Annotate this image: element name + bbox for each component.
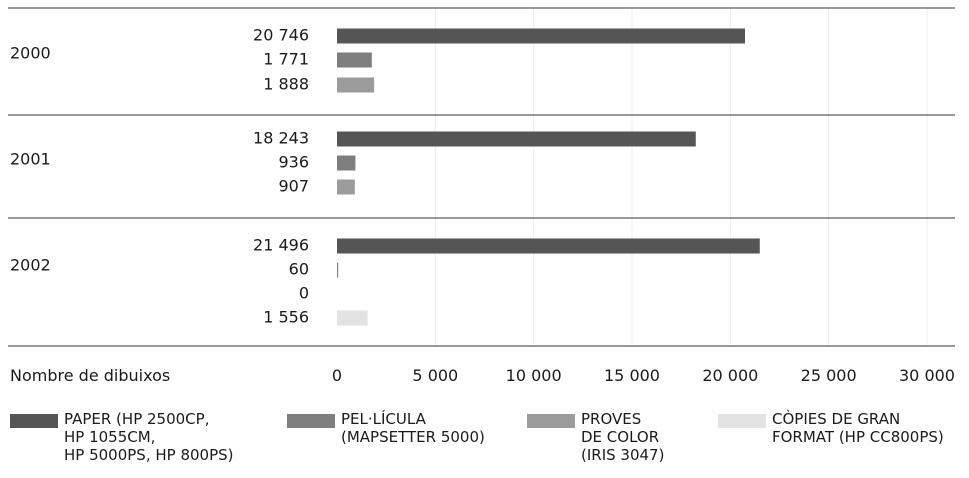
value-label-2000-s2: 1 888 — [263, 75, 309, 94]
legend-label-paper: PAPER (HP 2500CP, HP 1055CM, HP 5000PS, … — [64, 410, 234, 464]
value-label-2002-s0: 21 496 — [253, 236, 309, 255]
labels: 2000 20 746 1 771 1 888 2001 18 243 936 907 2002… — [10, 26, 309, 327]
value-label-2001-s0: 18 243 — [253, 129, 309, 148]
x-tick-label-0: 0 — [332, 366, 342, 385]
bar-2000-s0 — [337, 28, 746, 44]
group-separators — [8, 7, 955, 347]
value-label-2002-s2: 0 — [299, 284, 309, 303]
value-label-2002-s1: 60 — [289, 260, 309, 279]
legend: PAPER (HP 2500CP, HP 1055CM, HP 5000PS, … — [0, 410, 969, 478]
legend-item-pellicula: PEL·LÍCULA (MAPSETTER 5000) — [287, 410, 485, 446]
x-axis-title: Nombre de dibuixos — [10, 366, 170, 385]
bar-2000-s2 — [337, 77, 375, 93]
value-label-2002-s3: 1 556 — [263, 308, 309, 327]
legend-label-copies-gran-format: CÒPIES DE GRAN FORMAT (HP CC800PS) — [772, 410, 944, 446]
legend-swatch-proves-color — [527, 414, 575, 428]
bar-2000-s1 — [337, 52, 372, 68]
legend-swatch-paper — [10, 414, 58, 428]
x-tick-label-6: 30 000 — [899, 366, 955, 385]
x-tick-label-1: 5 000 — [412, 366, 458, 385]
value-label-2001-s2: 907 — [278, 177, 309, 196]
x-tick-label-3: 15 000 — [604, 366, 660, 385]
bar-2002-s1 — [337, 262, 339, 278]
x-tick-label-5: 25 000 — [801, 366, 857, 385]
bar-chart: 2000 20 746 1 771 1 888 2001 18 243 936 907 2002… — [8, 7, 955, 385]
legend-label-pellicula: PEL·LÍCULA (MAPSETTER 5000) — [341, 410, 485, 446]
bar-2001-s0 — [337, 131, 696, 147]
legend-label-proves-color: PROVES DE COLOR (IRIS 3047) — [581, 410, 665, 464]
legend-swatch-pellicula — [287, 414, 335, 428]
bar-2001-s1 — [337, 155, 356, 171]
bar-2002-s3 — [337, 310, 368, 326]
legend-swatch-copies-gran-format — [718, 414, 766, 428]
value-label-2000-s0: 20 746 — [253, 26, 309, 45]
x-tick-label-2: 10 000 — [506, 366, 562, 385]
bar-2002-s0 — [337, 238, 760, 254]
bar-2001-s2 — [337, 179, 355, 195]
year-label-2001: 2001 — [10, 150, 51, 169]
year-label-2002: 2002 — [10, 256, 51, 275]
bars — [337, 28, 760, 326]
value-label-2000-s1: 1 771 — [263, 50, 309, 69]
year-label-2000: 2000 — [10, 44, 51, 63]
value-label-2001-s1: 936 — [278, 153, 309, 172]
legend-item-paper: PAPER (HP 2500CP, HP 1055CM, HP 5000PS, … — [10, 410, 234, 464]
legend-item-copies-gran-format: CÒPIES DE GRAN FORMAT (HP CC800PS) — [718, 410, 944, 446]
x-tick-label-4: 20 000 — [702, 366, 758, 385]
x-axis: Nombre de dibuixos 0 5 000 10 000 15 000 20 … — [10, 366, 955, 385]
legend-item-proves-color: PROVES DE COLOR (IRIS 3047) — [527, 410, 664, 464]
grid-lines — [434, 8, 928, 345]
